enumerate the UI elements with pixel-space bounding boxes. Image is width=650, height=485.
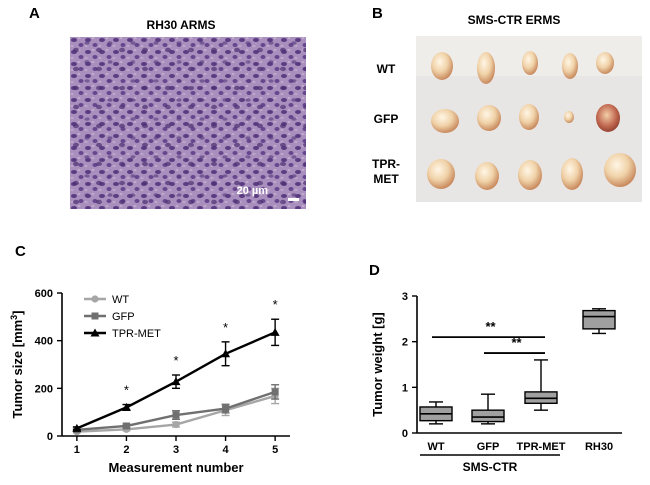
y-tick-label: 600 [35, 288, 53, 300]
y-tick-label: 400 [35, 336, 53, 348]
significance-label: ** [485, 319, 496, 334]
x-tick-label: 1 [74, 444, 80, 456]
box-rh30 [582, 309, 616, 330]
category-label: TPR-MET [517, 441, 566, 453]
panel-a-letter: A [29, 5, 40, 22]
data-point-gfp [222, 405, 230, 413]
legend-label-wt: WT [112, 294, 129, 306]
significance-star: * [173, 353, 178, 368]
x-tick-label: 5 [272, 444, 278, 456]
significance-star: * [223, 320, 228, 335]
y-tick-label: 200 [35, 383, 53, 395]
legend-label-gfp: GFP [112, 311, 135, 323]
scale-bar-label: 20 µm [237, 185, 269, 197]
tumor-weight-chart: 0 1 2 3 Tumor weight [g] WT GFP TPR-MET RH30 ** **… [370, 291, 622, 474]
scale-bar [288, 198, 299, 201]
category-label: WT [427, 441, 444, 453]
significance-label: ** [511, 335, 522, 350]
y-axis-label: Tumor weight [g] [370, 312, 385, 416]
data-point-tpr-met [121, 402, 131, 411]
legend-label-tpr-met: TPR-MET [112, 328, 161, 340]
data-point-wt [172, 420, 180, 429]
x-tick-label: 3 [173, 444, 179, 456]
x-tick-label: 4 [223, 444, 230, 456]
category-label: RH30 [585, 441, 613, 453]
data-point-gfp [271, 388, 279, 396]
y-axis-label: Tumor size [mm3] [9, 310, 25, 418]
row-label-gfp: GFP [374, 112, 399, 126]
x-axis-label: Measurement number [108, 460, 243, 475]
panel-b-title: SMS-CTR ERMS [468, 13, 561, 27]
tumor-size-chart: 0 200 400 600 1 2 3 4 5 Measurement number Tumor s… [9, 288, 290, 475]
y-tick-label: 2 [402, 337, 408, 349]
y-tick-label: 3 [402, 291, 408, 303]
x-tick-label: 2 [123, 444, 129, 456]
legend-marker [91, 295, 99, 303]
y-tick-label: 0 [402, 428, 408, 440]
tumor-photo [416, 36, 642, 202]
data-point-tpr-met [270, 327, 280, 336]
data-point-gfp [172, 411, 180, 419]
row-label-tpr: TPR- [372, 157, 400, 171]
data-point-tpr-met [72, 423, 82, 432]
legend-marker [90, 328, 100, 337]
panel-d-letter: D [369, 262, 380, 279]
y-tick-label: 1 [402, 382, 408, 394]
row-label-met: MET [373, 172, 399, 186]
data-point-tpr-met [171, 377, 181, 386]
panel-a-title: RH30 ARMS [147, 18, 216, 32]
panel-b-letter: B [372, 5, 383, 22]
legend-marker [91, 312, 99, 320]
panel-c-letter: C [15, 243, 26, 260]
category-label: GFP [477, 441, 500, 453]
y-tick-label: 0 [47, 431, 53, 443]
data-point-gfp [122, 422, 130, 430]
histology-image [70, 37, 306, 209]
significance-star: * [124, 383, 129, 398]
data-point-tpr-met [221, 349, 231, 358]
group-label: SMS-CTR [463, 460, 518, 474]
significance-star: * [273, 297, 278, 312]
row-label-wt: WT [377, 62, 396, 76]
box-gfp [471, 409, 505, 423]
